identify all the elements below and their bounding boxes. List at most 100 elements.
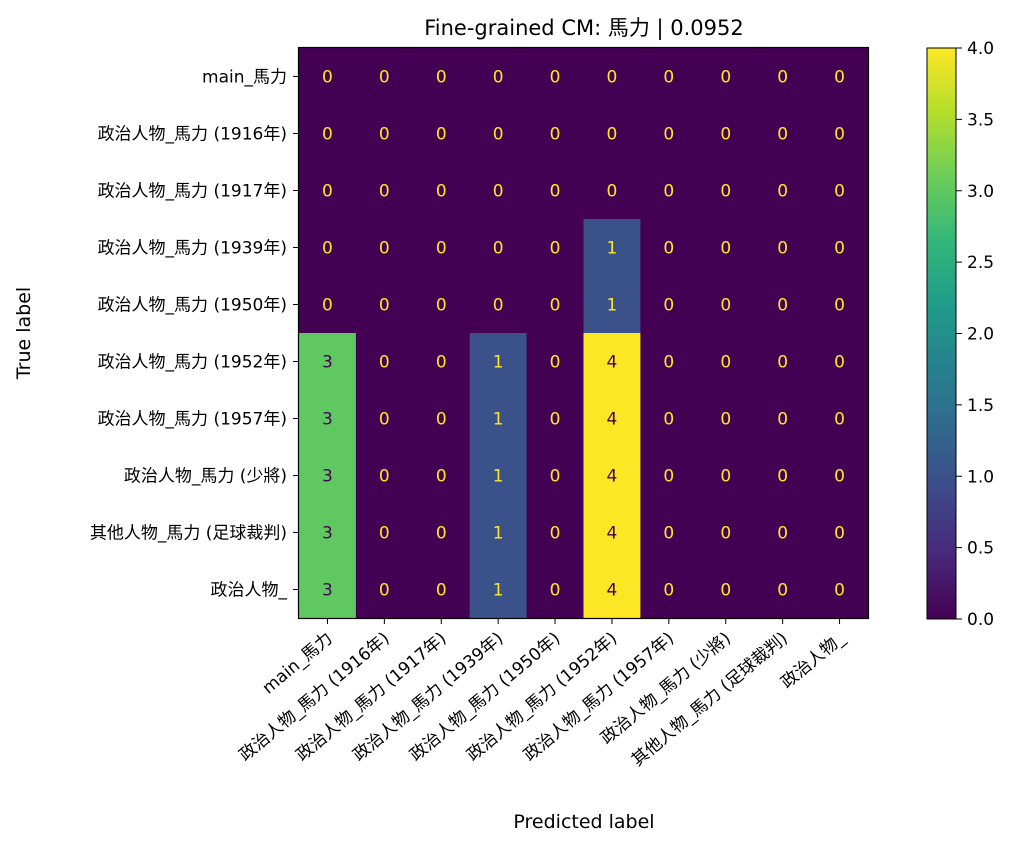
- heatmap-cell: [355, 162, 414, 220]
- heatmap-cell: [299, 390, 357, 448]
- cell-value-label: 0: [720, 296, 731, 316]
- y-tick-label: 政治人物_馬力 (1952年): [98, 353, 287, 373]
- heatmap-cell: [583, 447, 641, 505]
- heatmap-cell: [697, 447, 755, 505]
- cell-value-label: 0: [663, 410, 674, 430]
- heatmap-cell: [355, 276, 414, 334]
- heatmap-cells: [299, 48, 869, 619]
- heatmap-cell: [811, 447, 869, 505]
- cell-value-label: 1: [607, 296, 618, 316]
- y-tick-label: 政治人物_馬力 (1950年): [98, 296, 287, 316]
- cell-value-label: 3: [322, 353, 333, 373]
- cell-value-label: 0: [550, 581, 561, 601]
- cell-value-label: 0: [493, 239, 504, 259]
- heatmap-cell: [754, 447, 812, 505]
- cell-value-label: 0: [550, 296, 561, 316]
- cell-value-label: 0: [379, 68, 390, 88]
- colorbar: [926, 47, 957, 620]
- cell-value-label: 0: [663, 296, 674, 316]
- heatmap-cell: [583, 390, 641, 448]
- cell-value-label: 1: [493, 410, 504, 430]
- cell-value-label: 0: [834, 410, 845, 430]
- colorbar-tick-label: 1.5: [967, 396, 994, 416]
- heatmap-cell: [469, 48, 528, 106]
- heatmap-cell: [412, 162, 471, 220]
- heatmap-cell: [526, 162, 584, 220]
- y-tick-label: 政治人物_馬力 (1957年): [98, 410, 287, 430]
- heatmap-cell: [412, 333, 471, 391]
- y-tick-label: main_馬力: [202, 68, 287, 88]
- cell-value-label: 0: [777, 581, 788, 601]
- heatmap-cell: [469, 561, 528, 619]
- cell-value-label: 0: [550, 524, 561, 544]
- cell-value-label: 0: [663, 125, 674, 145]
- cell-value-label: 0: [322, 296, 333, 316]
- cell-value-label: 0: [777, 467, 788, 487]
- cell-value-label: 0: [720, 125, 731, 145]
- cell-value-label: 0: [379, 581, 390, 601]
- heatmap-cell: [583, 504, 641, 562]
- heatmap-cell: [754, 276, 812, 334]
- heatmap-cell: [640, 561, 698, 619]
- heatmap-cell: [754, 504, 812, 562]
- colorbar-tick-label: 2.5: [967, 253, 994, 273]
- cell-value-label: 0: [663, 68, 674, 88]
- heatmap-cell: [583, 48, 641, 106]
- heatmap-cell: [526, 390, 584, 448]
- cell-value-label: 0: [493, 68, 504, 88]
- colorbar-tick-label: 2.0: [967, 325, 994, 345]
- heatmap-cell: [299, 219, 357, 277]
- heatmap-cell: [583, 162, 641, 220]
- y-tick-label: 其他人物_馬力 (足球裁判): [90, 524, 287, 544]
- heatmap-cell: [526, 504, 584, 562]
- cell-value-label: 0: [322, 68, 333, 88]
- heatmap-cell: [299, 561, 357, 619]
- heatmap-cell: [299, 504, 357, 562]
- colorbar-tick-label: 0.0: [967, 610, 994, 630]
- heatmap-cell: [412, 561, 471, 619]
- cell-value-label: 0: [379, 239, 390, 259]
- heatmap-cell: [299, 276, 357, 334]
- heatmap-cell: [469, 105, 528, 163]
- cell-value-label: 0: [720, 581, 731, 601]
- cell-value-label: 0: [834, 296, 845, 316]
- cell-value-label: 0: [663, 581, 674, 601]
- cell-value-label: 0: [436, 182, 447, 202]
- cell-value-label: 3: [322, 410, 333, 430]
- heatmap-cell: [754, 219, 812, 277]
- heatmap-cell: [640, 333, 698, 391]
- cell-value-label: 0: [436, 125, 447, 145]
- heatmap-cell: [811, 390, 869, 448]
- cell-value-label: 0: [663, 467, 674, 487]
- cell-value-label: 4: [607, 467, 618, 487]
- heatmap-cell: [299, 48, 357, 106]
- heatmap-cell: [697, 390, 755, 448]
- heatmap-cell: [299, 447, 357, 505]
- heatmap-cell: [526, 219, 584, 277]
- heatmap-cell: [697, 276, 755, 334]
- heatmap-cell: [811, 333, 869, 391]
- cell-value-label: 0: [663, 524, 674, 544]
- cell-value-label: 0: [436, 581, 447, 601]
- cell-value-label: 0: [436, 68, 447, 88]
- heatmap-cell: [754, 333, 812, 391]
- cell-value-label: 0: [834, 125, 845, 145]
- heatmap-cell: [754, 162, 812, 220]
- colorbar-tick-label: 0.5: [967, 539, 994, 559]
- cell-value-label: 0: [322, 182, 333, 202]
- heatmap-cell: [697, 48, 755, 106]
- x-tick-label: 政治人物_: [777, 628, 849, 693]
- heatmap-cell: [355, 48, 414, 106]
- heatmap-cell: [754, 105, 812, 163]
- cell-value-label: 0: [834, 239, 845, 259]
- heatmap-cell: [640, 276, 698, 334]
- cell-value-label: 0: [663, 239, 674, 259]
- cell-value-label: 0: [834, 68, 845, 88]
- cell-value-label: 0: [322, 239, 333, 259]
- heatmap-cell: [299, 105, 357, 163]
- y-tick-label: 政治人物_馬力 (1917年): [98, 182, 287, 202]
- cell-value-label: 0: [607, 125, 618, 145]
- cell-value-label: 0: [834, 581, 845, 601]
